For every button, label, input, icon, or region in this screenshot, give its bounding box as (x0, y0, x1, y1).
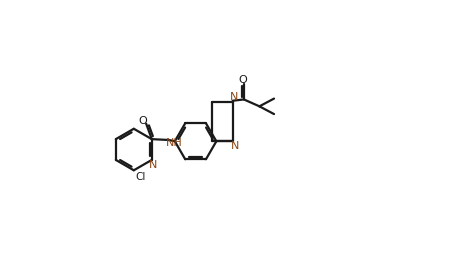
Text: N: N (230, 141, 238, 151)
Text: N: N (229, 92, 238, 102)
Text: NH: NH (165, 137, 182, 147)
Text: Cl: Cl (135, 172, 145, 182)
Text: N: N (148, 160, 157, 170)
Text: O: O (238, 76, 247, 86)
Text: O: O (138, 116, 147, 126)
